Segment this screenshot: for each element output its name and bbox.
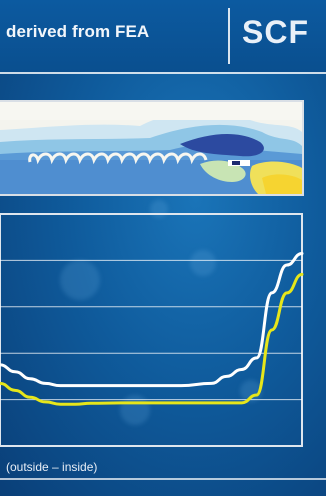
series-line-1 bbox=[0, 251, 304, 388]
header-bar: derived from FEA SCF bbox=[0, 0, 326, 72]
bokeh-light bbox=[60, 260, 100, 300]
x-axis-label: (outside – inside) bbox=[6, 460, 98, 474]
footer-divider bbox=[0, 478, 326, 480]
series-line-2 bbox=[0, 272, 304, 406]
header-divider bbox=[0, 72, 326, 74]
slide-title: derived from FEA bbox=[6, 22, 150, 41]
fea-contour-svg bbox=[0, 102, 302, 194]
chart-frame bbox=[0, 213, 303, 447]
bokeh-light bbox=[240, 380, 262, 402]
fea-contour-image bbox=[0, 100, 304, 196]
scf-badge-box: SCF bbox=[228, 8, 326, 64]
bokeh-light bbox=[190, 250, 216, 276]
scf-badge: SCF bbox=[242, 14, 309, 50]
scf-line-chart bbox=[0, 213, 304, 447]
